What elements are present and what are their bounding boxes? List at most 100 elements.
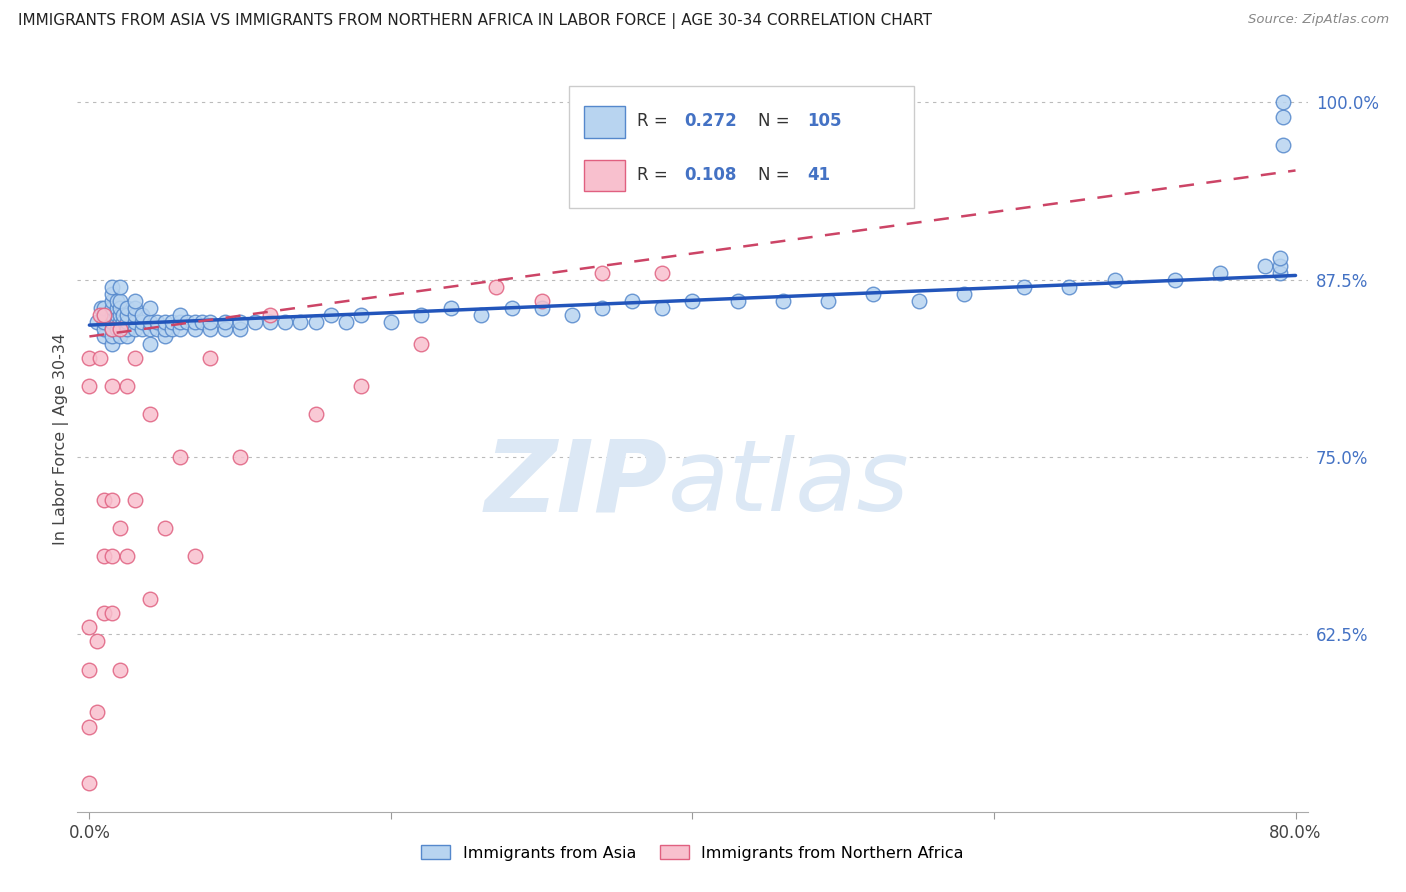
Point [198, 322, 221, 336]
Point [259, 308, 281, 322]
Point [561, 308, 583, 322]
Point [93, 308, 115, 322]
Point [470, 308, 492, 322]
Point [101, 322, 124, 336]
Point [862, 286, 884, 301]
Point [79, 620, 101, 634]
Point [115, 315, 138, 329]
Point [124, 492, 146, 507]
Point [335, 315, 357, 329]
Point [229, 450, 252, 464]
Point [259, 315, 281, 329]
Point [101, 379, 124, 393]
Point [1270, 259, 1292, 273]
Point [101, 606, 124, 620]
Point [101, 549, 124, 564]
Point [108, 329, 131, 343]
Point [101, 322, 124, 336]
Point [90, 301, 112, 315]
Point [1012, 280, 1035, 294]
Point [1272, 110, 1295, 124]
Point [146, 315, 169, 329]
Text: R =: R = [637, 112, 673, 130]
Point [162, 322, 184, 336]
Point [105, 293, 128, 308]
Point [89, 351, 111, 365]
Point [115, 549, 138, 564]
Point [105, 301, 128, 315]
Point [198, 351, 221, 365]
Point [131, 322, 153, 336]
Text: 41: 41 [807, 166, 830, 184]
Point [111, 315, 134, 329]
Point [108, 663, 131, 677]
Point [124, 308, 146, 322]
Bar [585, 106, 624, 137]
Point [93, 322, 115, 336]
Point [1254, 259, 1277, 273]
Point [1270, 252, 1292, 266]
Point [169, 450, 191, 464]
Point [124, 351, 146, 365]
Point [1104, 273, 1126, 287]
Point [93, 492, 115, 507]
Point [169, 308, 191, 322]
Point [79, 663, 101, 677]
Point [953, 286, 976, 301]
Point [108, 301, 131, 315]
Point [1059, 280, 1081, 294]
Point [530, 301, 553, 315]
Point [409, 308, 432, 322]
FancyBboxPatch shape [569, 86, 914, 209]
Point [501, 301, 523, 315]
Point [124, 301, 146, 315]
Point [108, 293, 131, 308]
Point [319, 308, 342, 322]
Point [184, 315, 207, 329]
Point [101, 329, 124, 343]
Point [304, 408, 326, 422]
Point [440, 301, 463, 315]
Point [93, 329, 115, 343]
Text: Source: ZipAtlas.com: Source: ZipAtlas.com [1249, 13, 1389, 27]
Point [380, 315, 402, 329]
Point [86, 706, 108, 720]
Y-axis label: In Labor Force | Age 30-34: In Labor Force | Age 30-34 [53, 334, 69, 545]
Point [86, 315, 108, 329]
Point [485, 280, 508, 294]
Point [108, 322, 131, 336]
Point [591, 301, 613, 315]
Point [772, 293, 794, 308]
Point [115, 329, 138, 343]
Point [682, 293, 704, 308]
Point [105, 322, 128, 336]
Point [124, 315, 146, 329]
Point [727, 293, 749, 308]
Point [245, 315, 267, 329]
Point [108, 315, 131, 329]
Point [79, 776, 101, 790]
Point [101, 286, 124, 301]
Text: atlas: atlas [668, 435, 910, 533]
Point [153, 322, 176, 336]
Point [304, 315, 326, 329]
Point [138, 336, 160, 351]
Point [184, 549, 207, 564]
Point [153, 315, 176, 329]
Point [274, 315, 297, 329]
Point [93, 549, 115, 564]
Point [176, 315, 198, 329]
Point [1272, 95, 1295, 110]
Text: ZIP: ZIP [485, 435, 668, 533]
Point [153, 521, 176, 535]
Point [350, 379, 373, 393]
Point [409, 336, 432, 351]
Point [79, 351, 101, 365]
Point [93, 315, 115, 329]
Text: N =: N = [758, 112, 794, 130]
Point [93, 301, 115, 315]
Point [591, 266, 613, 280]
Point [124, 322, 146, 336]
Point [1270, 266, 1292, 280]
Point [101, 280, 124, 294]
